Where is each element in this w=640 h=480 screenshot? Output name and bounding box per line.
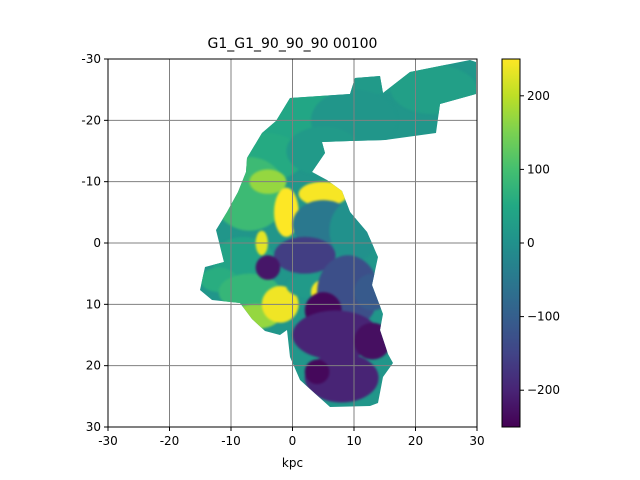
y-tick-label: -30	[81, 52, 101, 66]
x-axis-ticks: -30 -20 -10 0 10 20 30	[98, 427, 485, 448]
colorbar: 200 100 0 −100 −200	[501, 58, 560, 428]
colorbar-ticks: 200 100 0 −100 −200	[520, 89, 560, 397]
y-tick-label: 20	[86, 359, 101, 373]
heatmap-cell	[354, 322, 391, 360]
y-axis-ticks: -30 -20 -10 0 10 20 30	[81, 52, 108, 434]
x-tick-label: 10	[346, 434, 361, 448]
x-tick-label: 20	[408, 434, 423, 448]
chart-title: G1_G1_90_90_90 00100	[208, 36, 378, 52]
y-tick-label: -20	[81, 113, 101, 127]
heatmap-cell	[298, 181, 348, 207]
colorbar-gradient	[501, 58, 521, 428]
heatmap-cell	[274, 236, 336, 274]
y-tick-label: -10	[81, 175, 101, 189]
x-tick-label: 0	[289, 434, 297, 448]
x-tick-label: -30	[98, 434, 118, 448]
y-tick-label: 10	[86, 297, 101, 311]
x-tick-label: -20	[160, 434, 180, 448]
heatmap-cell	[304, 359, 330, 385]
x-tick-label: -10	[221, 434, 241, 448]
colorbar-tick-label: −100	[527, 310, 560, 324]
y-tick-label: 0	[93, 236, 101, 250]
heatmap-cell	[390, 65, 476, 115]
x-axis-label: kpc	[282, 456, 303, 470]
heatmap-cell	[286, 126, 361, 176]
colorbar-tick-label: 200	[527, 89, 550, 103]
colorbar-tick-label: 100	[527, 162, 550, 176]
x-tick-label: 30	[469, 434, 484, 448]
heatmap-cell	[354, 273, 391, 311]
heatmap-cell	[255, 255, 281, 280]
colorbar-tick-label: −200	[527, 383, 560, 397]
heatmap-regions	[200, 60, 476, 403]
y-tick-label: 30	[86, 420, 101, 434]
colorbar-tick-label: 0	[527, 236, 535, 250]
plot-area: -30 -20 -10 0 10 20 30 -30 -20 -10 0 10 20 30	[81, 52, 485, 448]
